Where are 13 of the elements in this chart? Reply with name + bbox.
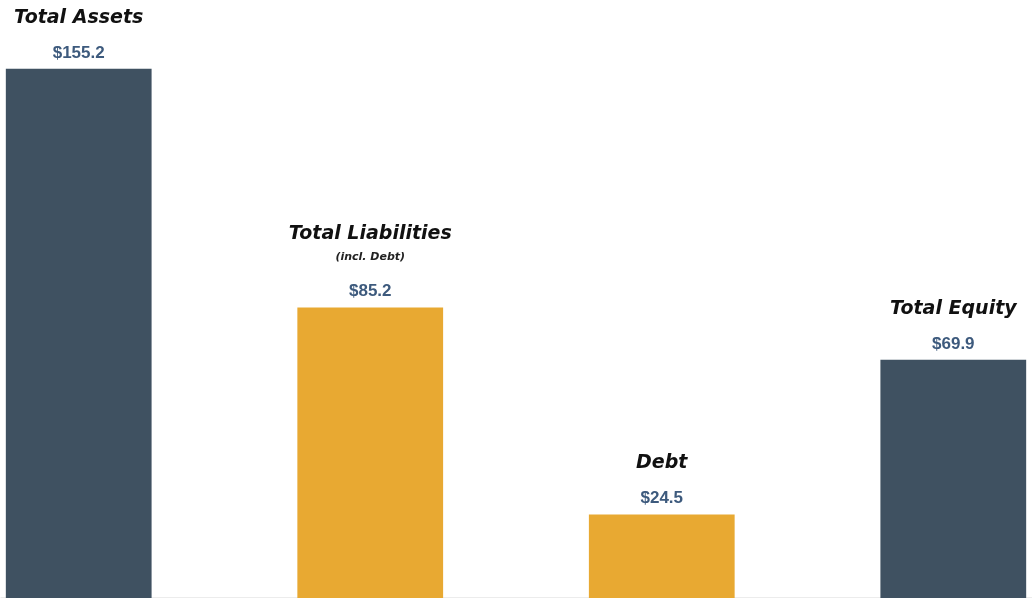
data-label: $24.5 xyxy=(640,488,684,508)
bar xyxy=(297,307,444,598)
x-tick-label: Total Liabilities xyxy=(288,221,452,244)
x-tick-label: Total Assets xyxy=(14,4,144,27)
bar xyxy=(5,68,152,598)
bar xyxy=(880,359,1027,598)
data-label: $85.2 xyxy=(348,281,392,301)
annotation: (incl. Debt) xyxy=(335,250,406,264)
bar xyxy=(588,514,735,598)
data-label: $155.2 xyxy=(52,42,105,62)
x-tick-label: Debt xyxy=(636,450,689,473)
x-tick-label: Total Equity xyxy=(889,295,1019,318)
data-label: $69.9 xyxy=(932,333,975,353)
